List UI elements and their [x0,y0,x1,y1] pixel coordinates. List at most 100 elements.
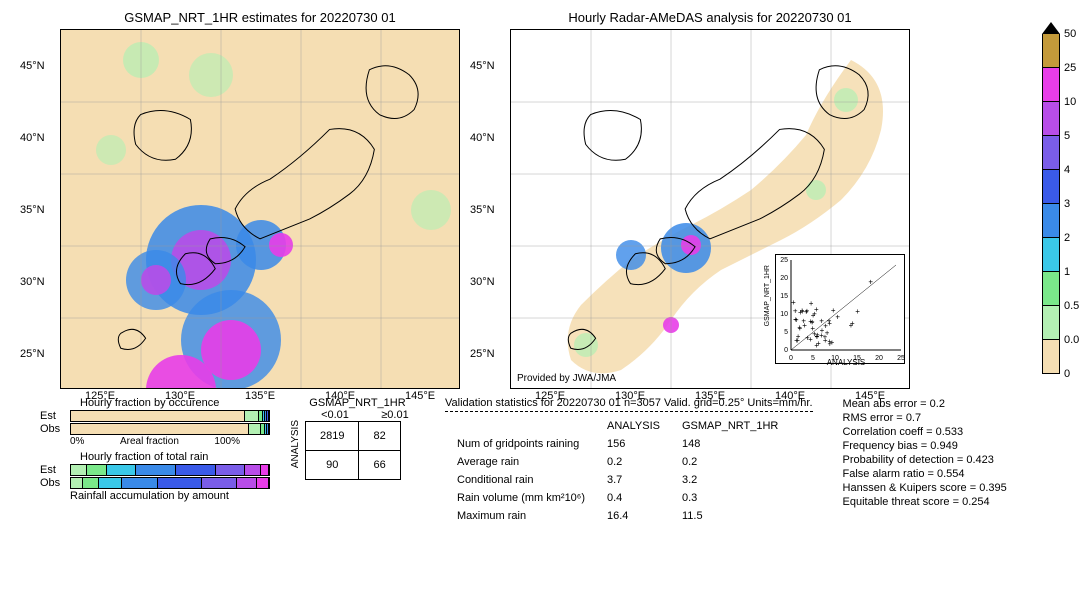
colorbar-label: 3 [1064,198,1070,210]
ytick: 40°N [20,132,45,144]
bar-seg [267,411,269,421]
occurrence-est-bar [70,410,270,422]
col1: ANALYSIS [597,418,670,434]
svg-text:+: + [830,338,835,347]
bar-seg [71,465,87,475]
stat-a: 0.2 [597,454,670,470]
obs-label: Obs [40,423,70,435]
svg-text:+: + [809,299,814,308]
attribution: Provided by JWA/JMA [517,373,616,384]
colorbar-seg [1042,340,1060,374]
bar-seg [245,411,259,421]
colorbar-label: 0.5 [1064,300,1079,312]
metric-value: 0.7 [906,412,921,424]
metric-row: Equitable threat score = 0.254 [843,495,1007,509]
xtick: 145°E [855,390,885,402]
xtick: 125°E [535,390,565,402]
ct-cell: 90 [306,451,359,480]
bar-seg [107,465,137,475]
svg-text:+: + [814,341,819,350]
stat-b: 148 [672,436,788,452]
svg-text:20: 20 [875,355,883,362]
stat-label: Average rain [447,454,595,470]
svg-text:ANALYSIS: ANALYSIS [827,358,866,365]
est-label2: Est [40,464,70,476]
contingency-table: 2819829066 [305,421,401,480]
scatter-inset: ++++++++++++++++++++++++++++++++++++++++… [775,254,905,364]
stat-b: 11.5 [672,508,788,524]
contingency-block: GSMAP_NRT_1HR ANALYSIS <0.01 ≥0.01 28198… [290,397,425,526]
bar-seg [249,424,261,434]
ytick: 45°N [470,60,495,72]
svg-text:+: + [835,313,840,322]
bar-seg [245,465,261,475]
svg-text:+: + [810,318,815,327]
stat-b: 0.3 [672,490,788,506]
bar-seg [237,478,257,488]
colorbar-label: 25 [1064,62,1076,74]
svg-text:15: 15 [780,293,788,300]
colorbar-seg [1042,34,1060,68]
svg-text:0: 0 [789,355,793,362]
totalrain-est-bar [70,464,270,476]
bar-seg [87,465,107,475]
metric-value: 0.533 [936,426,964,438]
colorbar: 502510543210.50.010 [1042,22,1060,374]
xtick: 140°E [775,390,805,402]
axis-title: Areal fraction [120,436,179,447]
svg-text:+: + [801,316,806,325]
colorbar-seg [1042,272,1060,306]
stats-block: Validation statistics for 20220730 01 n=… [445,397,1070,526]
svg-text:+: + [805,307,810,316]
stat-label: Maximum rain [447,508,595,524]
svg-text:+: + [850,319,855,328]
stat-a: 156 [597,436,670,452]
bar-seg [71,424,249,434]
ytick: 30°N [20,276,45,288]
axis-right: 100% [214,436,240,447]
bar-seg [257,478,269,488]
ytick: 25°N [470,348,495,360]
metric-label: Correlation coeff = [843,426,933,438]
metric-label: False alarm ratio = [843,468,934,480]
svg-text:0: 0 [784,347,788,354]
metric-value: 0.395 [979,482,1007,494]
svg-text:+: + [855,307,860,316]
ct-cell: 66 [359,451,400,480]
ytick: 40°N [470,132,495,144]
xtick: 130°E [165,390,195,402]
left-map [60,29,460,389]
right-map-panel: Hourly Radar-AMeDAS analysis for 2022073… [510,10,910,389]
colorbar-label: 10 [1064,96,1076,108]
bar-seg [71,411,245,421]
colorbar-label: 0.01 [1064,334,1080,346]
svg-text:20: 20 [780,275,788,282]
bar-seg [267,424,269,434]
svg-text:+: + [815,330,820,339]
bar-seg [216,465,246,475]
stat-a: 0.4 [597,490,670,506]
xtick: 135°E [695,390,725,402]
ytick: 35°N [470,204,495,216]
metric-row: Frequency bias = 0.949 [843,439,1007,453]
ytick: 35°N [20,204,45,216]
metric-value: 0.949 [930,440,958,452]
colorbar-seg [1042,306,1060,340]
totalrain-obs-bar [70,477,270,489]
colorbar-label: 2 [1064,232,1070,244]
ct-col-header: GSMAP_NRT_1HR [290,397,425,409]
metric-label: RMS error = [843,412,903,424]
metric-row: Correlation coeff = 0.533 [843,425,1007,439]
stat-label: Num of gridpoints raining [447,436,595,452]
svg-text:5: 5 [811,355,815,362]
colorbar-label: 50 [1064,28,1076,40]
obs-label2: Obs [40,477,70,489]
fraction-bars: Hourly fraction by occurence Est Obs 0% … [40,397,270,526]
ytick: 45°N [20,60,45,72]
svg-text:+: + [808,335,813,344]
bar-seg [83,478,99,488]
est-label: Est [40,410,70,422]
metric-row: Hanssen & Kuipers score = 0.395 [843,481,1007,495]
colorbar-label: 1 [1064,266,1070,278]
svg-text:25: 25 [780,257,788,264]
